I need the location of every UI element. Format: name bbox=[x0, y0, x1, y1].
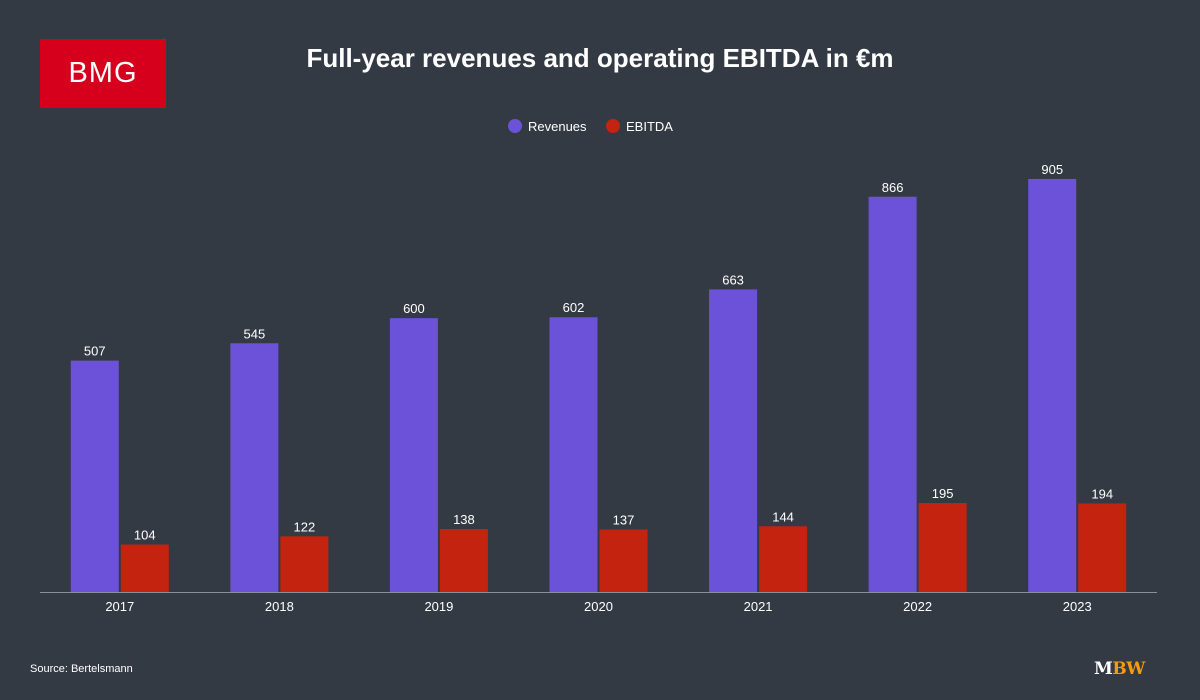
bar-revenues-2023 bbox=[1028, 178, 1077, 592]
bar-revenues-2019 bbox=[389, 318, 438, 592]
x-tick-label-2018: 2018 bbox=[265, 599, 294, 614]
bar-revenues-2018 bbox=[230, 343, 279, 592]
mbw-logo-m: M bbox=[1094, 659, 1113, 679]
bar-revenues-2022 bbox=[868, 196, 917, 592]
mbw-logo: MBW bbox=[1094, 659, 1145, 679]
bar-revenues-2021 bbox=[709, 289, 758, 592]
x-tick-label-2021: 2021 bbox=[744, 599, 773, 614]
data-label-ebitda-2021: 144 bbox=[772, 509, 794, 524]
source-note: Source: Bertelsmann bbox=[30, 663, 133, 675]
data-label-ebitda-2020: 137 bbox=[613, 512, 635, 527]
legend-label-revenues: Revenues bbox=[528, 119, 587, 134]
data-label-revenues-2018: 545 bbox=[244, 326, 266, 341]
data-label-ebitda-2018: 122 bbox=[294, 519, 316, 534]
data-label-revenues-2020: 602 bbox=[563, 300, 585, 315]
x-tick-label-2023: 2023 bbox=[1063, 599, 1092, 614]
bar-ebitda-2018 bbox=[280, 536, 329, 592]
data-label-ebitda-2019: 138 bbox=[453, 512, 475, 527]
logo-text: BMG bbox=[68, 57, 138, 89]
data-label-ebitda-2017: 104 bbox=[134, 528, 156, 543]
bar-ebitda-2023 bbox=[1078, 503, 1127, 592]
mbw-logo-bw: BW bbox=[1112, 659, 1145, 679]
data-label-ebitda-2023: 194 bbox=[1091, 486, 1113, 501]
bar-revenues-2020 bbox=[549, 317, 598, 592]
data-label-ebitda-2022: 195 bbox=[932, 486, 954, 501]
data-label-revenues-2023: 905 bbox=[1041, 162, 1063, 177]
bar-ebitda-2022 bbox=[918, 503, 967, 592]
data-label-revenues-2019: 600 bbox=[403, 301, 425, 316]
data-label-revenues-2022: 866 bbox=[882, 180, 904, 195]
bar-ebitda-2019 bbox=[439, 529, 488, 592]
x-tick-label-2017: 2017 bbox=[105, 599, 134, 614]
bmg-logo: BMG bbox=[40, 39, 166, 108]
bar-ebitda-2017 bbox=[120, 544, 169, 592]
bar-ebitda-2021 bbox=[759, 526, 808, 592]
data-label-revenues-2021: 663 bbox=[722, 272, 744, 287]
bar-ebitda-2020 bbox=[599, 529, 648, 592]
x-tick-label-2019: 2019 bbox=[424, 599, 453, 614]
data-label-revenues-2017: 507 bbox=[84, 344, 106, 359]
x-tick-label-2020: 2020 bbox=[584, 599, 613, 614]
legend-marker-ebitda bbox=[606, 119, 620, 133]
legend-marker-revenues bbox=[508, 119, 522, 133]
bar-revenues-2017 bbox=[70, 360, 119, 592]
chart-title: Full-year revenues and operating EBITDA … bbox=[306, 43, 894, 73]
legend-label-ebitda: EBITDA bbox=[626, 119, 673, 134]
x-tick-label-2022: 2022 bbox=[903, 599, 932, 614]
